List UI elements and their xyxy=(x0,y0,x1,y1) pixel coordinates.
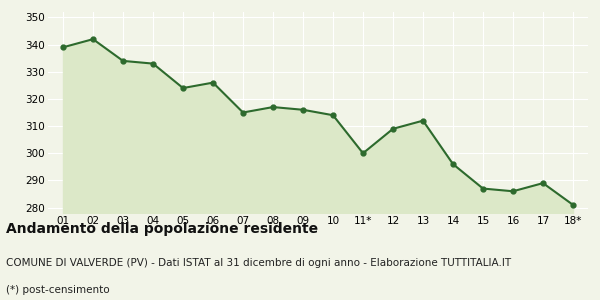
Text: (*) post-censimento: (*) post-censimento xyxy=(6,285,110,295)
Text: COMUNE DI VALVERDE (PV) - Dati ISTAT al 31 dicembre di ogni anno - Elaborazione : COMUNE DI VALVERDE (PV) - Dati ISTAT al … xyxy=(6,258,511,268)
Text: Andamento della popolazione residente: Andamento della popolazione residente xyxy=(6,222,318,236)
